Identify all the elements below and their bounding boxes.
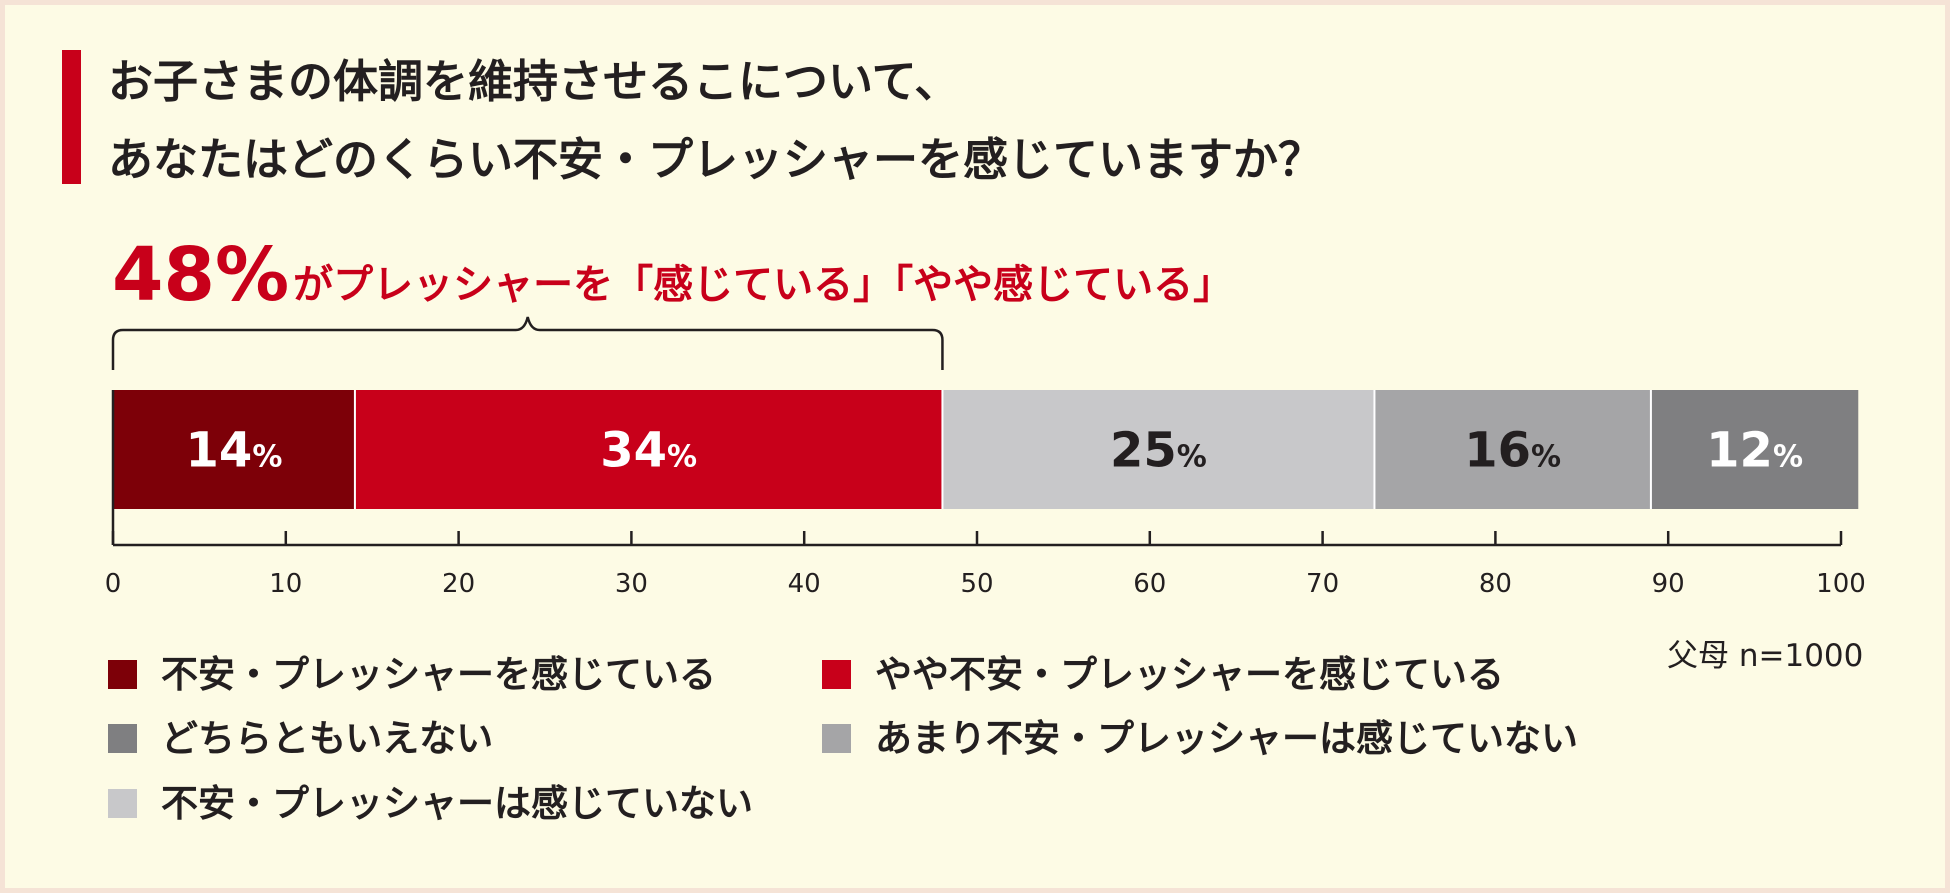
x-tick-label: 100: [1816, 569, 1866, 599]
x-tick-label: 40: [788, 569, 821, 599]
legend-swatch: [108, 788, 137, 818]
legend-label: あまり不安・プレッシャーは感じていない: [875, 716, 1578, 760]
legend-item-little-pressure: あまり不安・プレッシャーは感じていない: [822, 718, 1578, 758]
bar-segment: [1650, 390, 1859, 509]
x-tick-label: 60: [1133, 569, 1166, 599]
sample-size-note: 父母 n=1000: [1667, 638, 1864, 674]
legend-label: やや不安・プレッシャーを感じている: [875, 652, 1504, 696]
x-tick-label: 30: [615, 569, 648, 599]
data-label: 25%: [1110, 423, 1207, 479]
legend-label: 不安・プレッシャーは感じていない: [161, 781, 753, 825]
legend-label: 不安・プレッシャーを感じている: [161, 652, 716, 696]
x-tick-label: 0: [105, 569, 122, 599]
legend-swatch: [108, 723, 137, 753]
x-tick-label: 50: [960, 569, 993, 599]
title-accent-bar: [62, 50, 81, 184]
legend-label: どちらともいえない: [161, 716, 494, 760]
x-tick-label: 70: [1306, 569, 1339, 599]
data-label: 14%: [186, 423, 283, 479]
headline-percent: 48%: [112, 232, 290, 318]
bar-segment: [1374, 390, 1651, 509]
legend-item-neutral: どちらともいえない: [108, 718, 493, 758]
data-label: 34%: [600, 423, 697, 479]
legend-swatch: [108, 659, 137, 689]
chart-title-line-2: あなたはどのくらい不安・プレッシャーを感じていますか？: [108, 133, 1324, 186]
stacked-bar-chart: 14% 34% 25% 16% 12% 0 10 20 30 40 50 60 70 80 90 100: [105, 316, 1866, 599]
legend-swatch: [822, 659, 851, 689]
data-label: 16%: [1464, 423, 1561, 479]
chart-title-line-1: お子さまの体調を維持させるこについて、: [108, 55, 960, 108]
bar-segment: [354, 390, 943, 509]
x-tick-label: 80: [1479, 569, 1512, 599]
bar-segment: [942, 390, 1375, 509]
legend-swatch: [822, 723, 851, 753]
legend-item-strong-pressure: 不安・プレッシャーを感じている: [108, 654, 716, 694]
legend-item-some-pressure: やや不安・プレッシャーを感じている: [822, 654, 1504, 694]
bar-segment: [113, 390, 355, 509]
bracket: [111, 316, 944, 370]
x-tick-label: 10: [269, 569, 302, 599]
headline-text: がプレッシャーを「感じている」「やや感じている」: [293, 262, 1234, 308]
legend-item-no-pressure: 不安・プレッシャーは感じていない: [108, 783, 753, 823]
chart-panel: お子さまの体調を維持させるこについて、 あなたはどのくらい不安・プレッシャーを感…: [5, 5, 1945, 888]
x-tick-label: 90: [1652, 569, 1685, 599]
x-tick-label: 20: [442, 569, 475, 599]
data-label: 12%: [1706, 423, 1803, 479]
headline: 48% がプレッシャーを「感じている」「やや感じている」: [112, 238, 1233, 312]
